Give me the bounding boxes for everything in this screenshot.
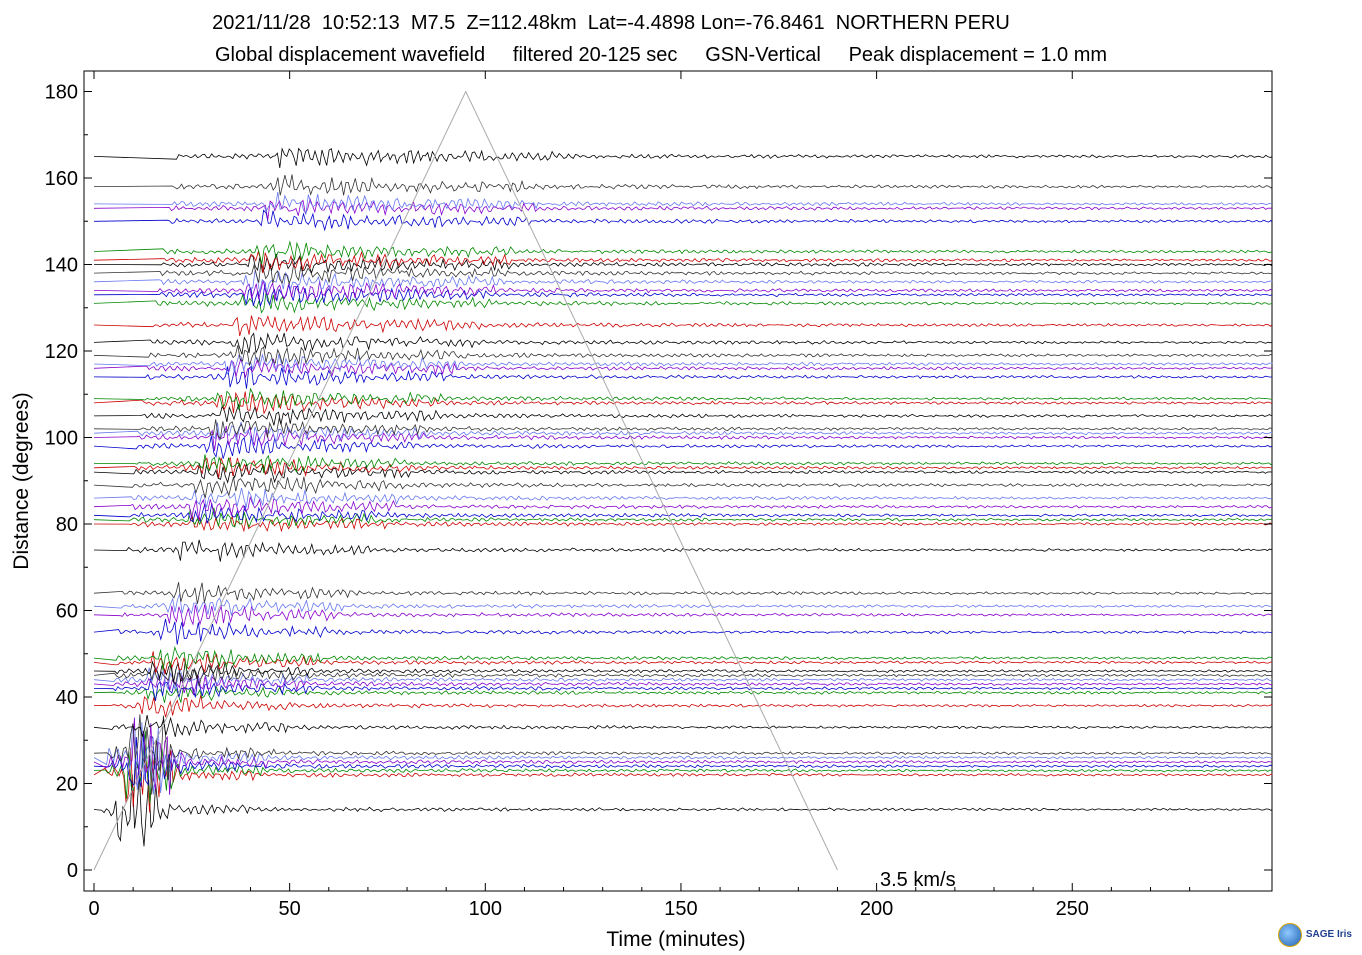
seismogram-trace <box>93 539 1273 562</box>
seismogram-trace <box>93 731 1273 787</box>
y-tick-label: 20 <box>56 774 78 796</box>
reference-line-label: 3.5 km/s <box>880 869 956 891</box>
x-tick-label: 0 <box>88 898 99 920</box>
seismogram-trace <box>93 192 1273 215</box>
seismogram-trace <box>93 270 1273 293</box>
seismogram-trace <box>93 250 1273 274</box>
logo-subtext: Iris <box>1336 929 1352 940</box>
seismogram-trace <box>93 454 1273 474</box>
seismogram-trace <box>93 391 1273 415</box>
seismogram-trace <box>93 730 1273 804</box>
y-axis-label: Distance (degrees) <box>10 392 33 569</box>
x-axis-ticks: 0 50 100 150 200 250 <box>88 71 1230 920</box>
seismogram-trace <box>93 353 1273 376</box>
y-axis-ticks: 0 20 40 60 80 100 120 140 160 180 <box>45 82 1272 882</box>
reference-velocity-line <box>93 90 838 871</box>
seismogram-trace <box>93 240 1273 265</box>
seismogram-trace <box>93 582 1273 604</box>
x-axis-label: Time (minutes) <box>606 928 745 951</box>
seismogram-trace <box>93 685 1273 704</box>
y-tick-label: 160 <box>45 168 78 190</box>
seismogram-trace <box>93 417 1273 440</box>
seismogram-trace <box>93 197 1273 220</box>
seismogram-trace <box>93 774 1273 847</box>
seismogram-trace <box>93 664 1272 687</box>
seismogram-trace <box>93 747 1273 813</box>
seismogram-trace <box>93 261 1273 285</box>
y-tick-label: 40 <box>56 687 78 709</box>
seismogram-trace <box>93 282 1273 308</box>
seismogram-trace <box>93 147 1273 168</box>
seismogram-trace <box>93 345 1273 366</box>
seismogram-trace <box>93 332 1273 355</box>
seismogram-trace <box>93 651 1273 675</box>
sage-iris-logo: SAGE Iris <box>1277 923 1352 947</box>
trace-group <box>93 147 1273 847</box>
seismogram-trace <box>93 717 1273 795</box>
seismogram-trace <box>93 365 1273 389</box>
seismogram-trace <box>93 435 1273 459</box>
seismogram-trace <box>93 593 1273 616</box>
seismogram-trace <box>93 666 1273 691</box>
globe-icon <box>1277 923 1302 947</box>
seismogram-trace <box>93 604 1272 627</box>
x-tick-label: 200 <box>860 898 893 920</box>
seismogram-trace <box>93 503 1273 524</box>
chart-title-line-2: Global displacement wavefield filtered 2… <box>214 44 1108 66</box>
y-tick-label: 0 <box>67 860 78 882</box>
seismogram-trace <box>93 514 1273 533</box>
seismogram-trace <box>93 722 1273 795</box>
seismogram-trace <box>93 495 1273 520</box>
x-tick-label: 150 <box>664 898 697 920</box>
y-tick-label: 60 <box>56 601 78 623</box>
y-tick-label: 100 <box>45 428 78 450</box>
seismogram-trace <box>93 422 1273 444</box>
seismogram-trace <box>93 403 1273 426</box>
seismogram-trace <box>93 456 1273 478</box>
y-tick-label: 140 <box>45 255 78 277</box>
seismogram-trace <box>93 618 1273 645</box>
seismogram-trace <box>93 315 1273 337</box>
seismogram-trace <box>93 507 1273 529</box>
seismogram-trace <box>93 677 1273 701</box>
seismogram-trace <box>93 645 1273 671</box>
seismogram-trace <box>93 695 1273 718</box>
seismogram-trace <box>93 209 1273 232</box>
seismogram-trace <box>93 280 1273 302</box>
seismogram-trace <box>93 714 1273 795</box>
seismogram-trace <box>93 462 1273 484</box>
y-tick-label: 120 <box>45 341 78 363</box>
y-tick-label: 80 <box>56 514 78 536</box>
seismogram-trace <box>93 476 1273 498</box>
seismogram-trace <box>93 425 1273 451</box>
seismogram-trace <box>93 174 1273 196</box>
y-tick-label: 180 <box>45 82 78 104</box>
seismogram-trace <box>93 357 1273 378</box>
x-tick-label: 100 <box>469 898 502 920</box>
logo-text: SAGE <box>1305 929 1335 940</box>
seismogram-trace <box>93 253 1273 274</box>
seismogram-trace <box>93 715 1273 738</box>
seismogram-trace <box>93 660 1273 683</box>
seismogram-trace <box>93 675 1273 696</box>
chart-title-line-1: 2021/11/28 10:52:13 M7.5 Z=112.48km Lat=… <box>212 12 1010 34</box>
x-tick-label: 250 <box>1056 898 1089 920</box>
x-tick-label: 50 <box>279 898 301 920</box>
seismogram-trace <box>93 488 1273 508</box>
seismogram-trace <box>93 387 1273 410</box>
